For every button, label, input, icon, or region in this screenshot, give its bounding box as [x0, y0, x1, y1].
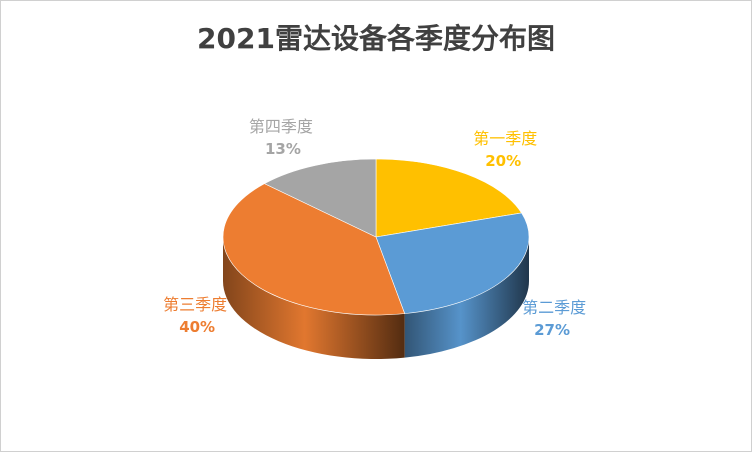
slice-2-label: 第二季度 — [522, 298, 586, 317]
slice-2-value-label: 27% — [534, 321, 570, 339]
slice-2-side — [404, 237, 529, 358]
slice-4-value-label: 13% — [265, 140, 301, 158]
slice-3-label: 第三季度 — [163, 295, 227, 314]
slice-3-side — [223, 237, 405, 359]
slice-2-top — [375, 212, 530, 314]
slice-4-top — [263, 158, 377, 238]
chart-title: 2021雷达设备各季度分布图 — [197, 22, 555, 55]
slice-3-top — [222, 183, 406, 316]
slice-1-top — [375, 158, 523, 238]
slice-4-label: 第四季度 — [249, 117, 313, 136]
slice-3-value-label: 40% — [179, 318, 215, 336]
slice-1-label: 第一季度 — [473, 129, 537, 148]
slice-1-value-label: 20% — [485, 152, 521, 170]
